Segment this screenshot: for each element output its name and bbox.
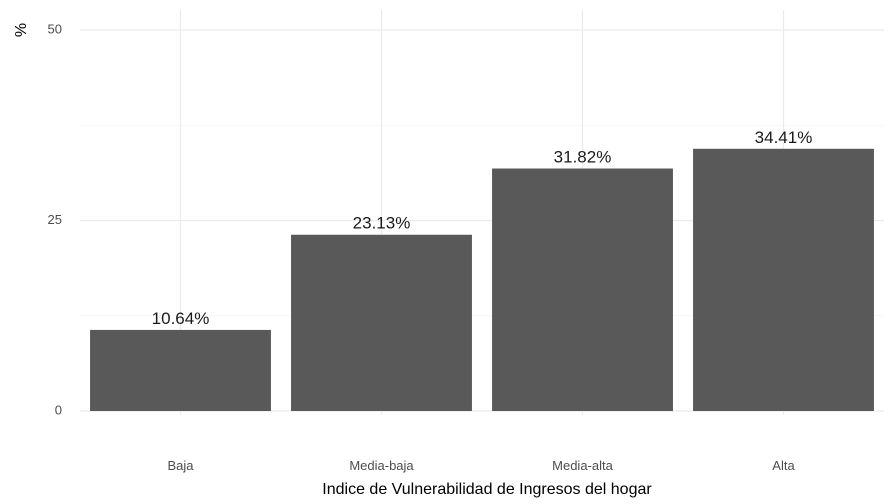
data-label: 10.64% [152,309,210,328]
x-tick-label: Media-baja [349,458,414,473]
data-label: 34.41% [755,128,813,147]
x-tick-label: Baja [167,458,194,473]
data-labels: 10.64% 23.13% 31.82% 34.41% [152,128,813,328]
x-tick-label: Media-alta [552,458,613,473]
bars [90,148,874,411]
y-tick-label: 50 [48,21,62,36]
data-label: 31.82% [554,148,612,167]
bar-media-alta [492,168,673,411]
x-tick-label: Alta [772,458,795,473]
data-label: 23.13% [353,214,411,233]
x-axis-ticks: Baja Media-baja Media-alta Alta [167,458,795,473]
y-axis-ticks: 0 25 50 [48,21,62,417]
bar-media-baja [291,234,472,411]
y-tick-label: 25 [48,212,62,227]
bar-alta [693,148,874,411]
bar-baja [90,329,271,411]
x-axis-title: Indice de Vulnerabilidad de Ingresos del… [322,481,652,498]
y-tick-label: 0 [55,402,62,417]
y-axis-title: % [13,23,30,37]
